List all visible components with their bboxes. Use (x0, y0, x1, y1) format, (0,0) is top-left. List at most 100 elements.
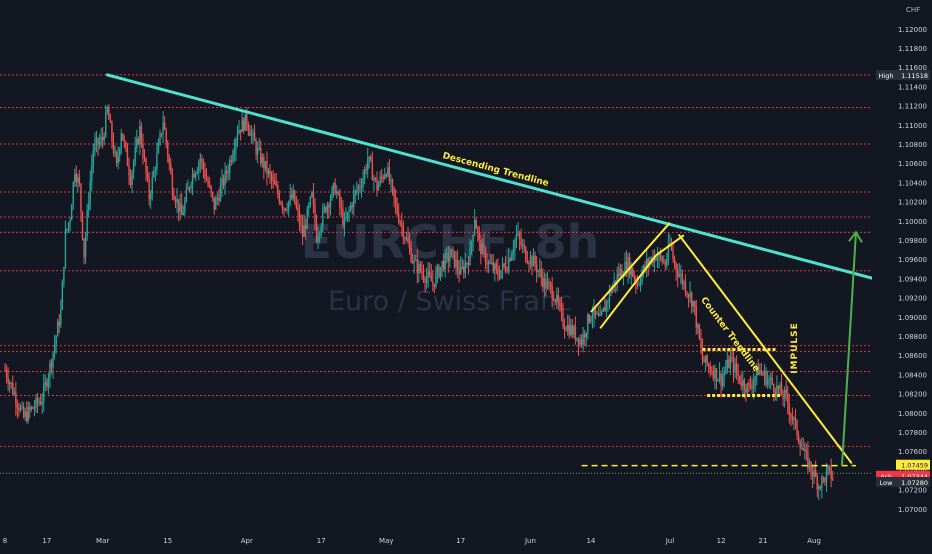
candle-body (708, 364, 710, 367)
candle-body (32, 407, 34, 409)
candle-body (808, 461, 811, 469)
time-tick-label: Jun (524, 537, 536, 545)
candle-body (591, 317, 594, 319)
candle-body (768, 379, 770, 381)
candle-body (227, 173, 229, 175)
candle-body (447, 252, 449, 262)
candle-body (504, 265, 507, 271)
candle-body (749, 384, 752, 388)
candle-body (687, 294, 690, 297)
candle-body (491, 263, 493, 265)
candle-body (430, 275, 432, 282)
candle-body (517, 233, 519, 235)
candle-body (256, 148, 259, 155)
high-badge-label-box (876, 70, 896, 81)
candle-body (320, 226, 322, 234)
candle-body (334, 183, 336, 194)
candle-body (692, 301, 694, 307)
candle-body (280, 202, 282, 204)
candle-body (60, 309, 62, 326)
time-tick-label: Jul (665, 537, 675, 545)
candle-body (508, 258, 510, 272)
candle-body (198, 162, 200, 171)
candle-body (81, 211, 84, 239)
candle-body (264, 161, 267, 169)
price-tick-label: 1.07600 (898, 448, 927, 456)
candle-body (556, 294, 558, 302)
candle-body (441, 260, 443, 268)
candle-body (827, 466, 829, 471)
candle-body (72, 182, 74, 206)
candle-body (278, 194, 281, 203)
descending-trendline (105, 73, 918, 292)
candle-body (780, 384, 783, 395)
candle-body (690, 292, 693, 307)
price-tick-label: 1.08000 (898, 410, 927, 418)
candle-body (498, 275, 501, 278)
candle-body (221, 177, 223, 187)
candle-body (80, 183, 82, 212)
candle-body (39, 402, 42, 405)
candle-body (359, 186, 361, 188)
candle-body (78, 177, 81, 184)
candle-body (418, 263, 420, 274)
candle-body (424, 279, 426, 283)
candle-body (830, 467, 832, 479)
candle-body (112, 140, 115, 153)
candle-body (184, 201, 186, 213)
candle-body (715, 368, 718, 382)
candle-body (495, 264, 498, 268)
candle-body (596, 313, 598, 315)
price-badges: High 1.11518 Ask 1.07344 1.07459 Low 1.07280 (876, 70, 930, 487)
candle-body (253, 132, 256, 142)
ask-badge-label-box (876, 470, 896, 481)
candle-body (646, 259, 648, 269)
candle-body (478, 232, 480, 241)
candle-body (407, 237, 409, 243)
price-tick-label: 1.10400 (898, 179, 927, 187)
candle-body (605, 301, 608, 312)
candle-body (416, 259, 418, 274)
candle-body (4, 369, 6, 371)
candle-body (763, 370, 766, 376)
candle-body (483, 243, 485, 249)
candle-body (608, 289, 611, 302)
candle-body (627, 257, 629, 273)
candle-body (179, 203, 181, 212)
candle-body (286, 209, 288, 211)
candle-body (597, 313, 600, 316)
high-badge-value: 1.11518 (901, 72, 928, 80)
impulse-arrow-shaft (841, 232, 857, 466)
candle-body (619, 268, 622, 276)
candle-body (119, 148, 121, 157)
candle-body (230, 160, 232, 162)
watermark-description: Euro / Swiss Franc (328, 286, 572, 317)
price-tick-label: 1.11200 (898, 103, 927, 111)
candle-body (402, 225, 405, 238)
ask-badge-value-box (896, 470, 930, 481)
price-axis: CHF 1.070001.072001.074001.076001.078001… (872, 0, 932, 528)
price-tick-label: 1.09400 (898, 275, 927, 283)
high-badge-label: High (879, 72, 894, 80)
candle-body (486, 263, 488, 265)
candle-body (429, 271, 431, 276)
currency-label: CHF (906, 6, 920, 14)
time-tick-label: May (379, 537, 393, 545)
candle-body (616, 273, 618, 284)
candle-body (212, 192, 214, 198)
time-tick-label: 17 (42, 537, 51, 545)
price-tick-label: 1.08200 (898, 391, 927, 399)
candle-body (734, 363, 736, 373)
candle-body (120, 133, 122, 149)
candle-body (394, 197, 397, 204)
candle-body (148, 178, 150, 200)
candle-body (466, 262, 468, 264)
low-badge-label-box (876, 476, 896, 487)
candle-body (793, 418, 795, 420)
candle-body (588, 314, 591, 322)
candle-body (461, 266, 463, 268)
candle-body (446, 252, 448, 254)
candle-body (27, 406, 29, 421)
candle-body (658, 253, 660, 258)
